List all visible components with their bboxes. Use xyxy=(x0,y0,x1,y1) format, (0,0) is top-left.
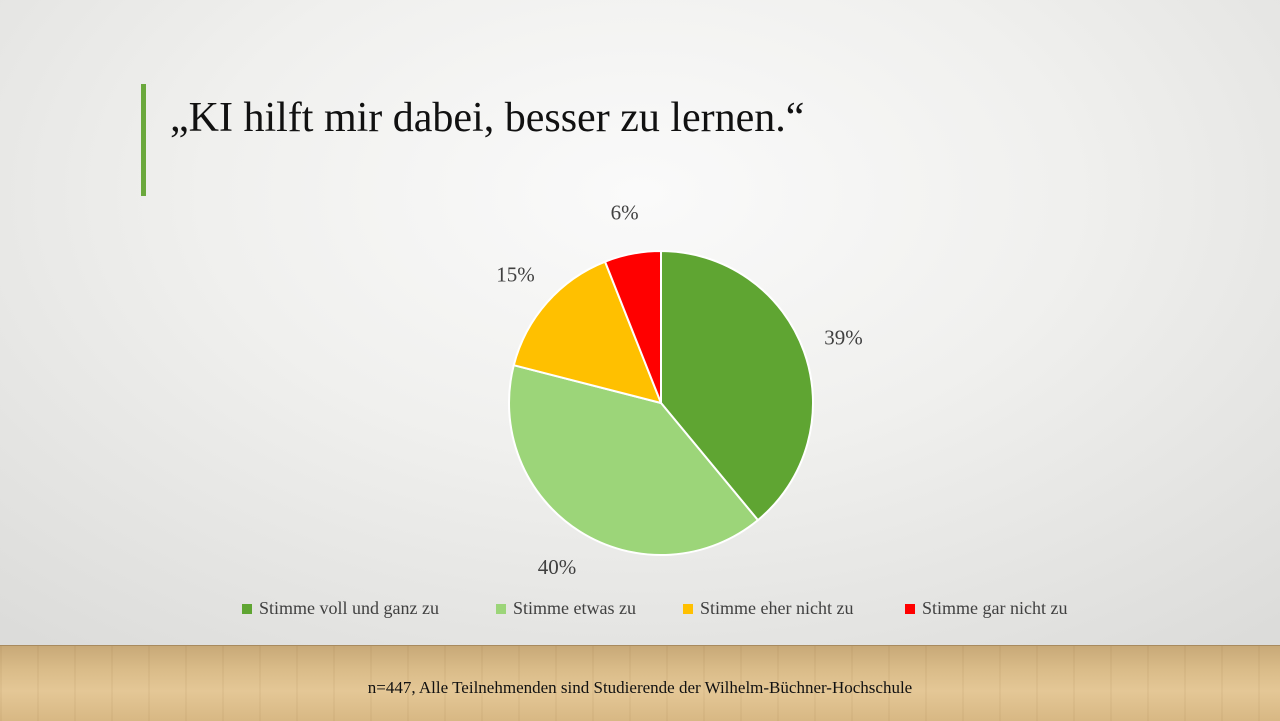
pie-data-label: 15% xyxy=(496,263,535,287)
legend-label: Stimme voll und ganz zu xyxy=(259,598,439,618)
legend-item-eher-nicht: Stimme eher nicht zu xyxy=(683,598,853,619)
pie-data-label: 6% xyxy=(611,200,639,224)
legend-item-gar-nicht: Stimme gar nicht zu xyxy=(905,598,1067,619)
pie-data-label: 40% xyxy=(538,555,577,579)
legend-label: Stimme gar nicht zu xyxy=(922,598,1068,618)
wooden-floor xyxy=(0,645,1280,721)
pie-data-label: 39% xyxy=(824,325,863,349)
pie-slice xyxy=(512,260,663,405)
legend-item-etwas: Stimme etwas zu xyxy=(496,598,636,619)
slide-background: „KI hilft mir dabei, besser zu lernen.“ … xyxy=(0,0,1280,645)
pie-slice xyxy=(508,363,760,556)
slide-title: „KI hilft mir dabei, besser zu lernen.“ xyxy=(170,95,805,141)
legend-swatch xyxy=(242,603,252,614)
pie-slice xyxy=(660,249,814,522)
pie-chart: 39% 40% 15% 6% xyxy=(496,200,863,579)
legend-swatch xyxy=(905,603,915,614)
footnote: n=447, Alle Teilnehmenden sind Studieren… xyxy=(367,678,913,697)
legend-swatch xyxy=(683,603,693,614)
legend-label: Stimme eher nicht zu xyxy=(700,598,854,618)
legend-item-voll: Stimme voll und ganz zu xyxy=(242,598,439,619)
legend-label: Stimme etwas zu xyxy=(513,598,636,618)
title-accent-bar xyxy=(141,84,146,196)
pie-slice xyxy=(603,249,662,404)
chart-legend: Stimme voll und ganz zu Stimme etwas zu … xyxy=(0,598,1280,624)
legend-swatch xyxy=(496,603,506,614)
